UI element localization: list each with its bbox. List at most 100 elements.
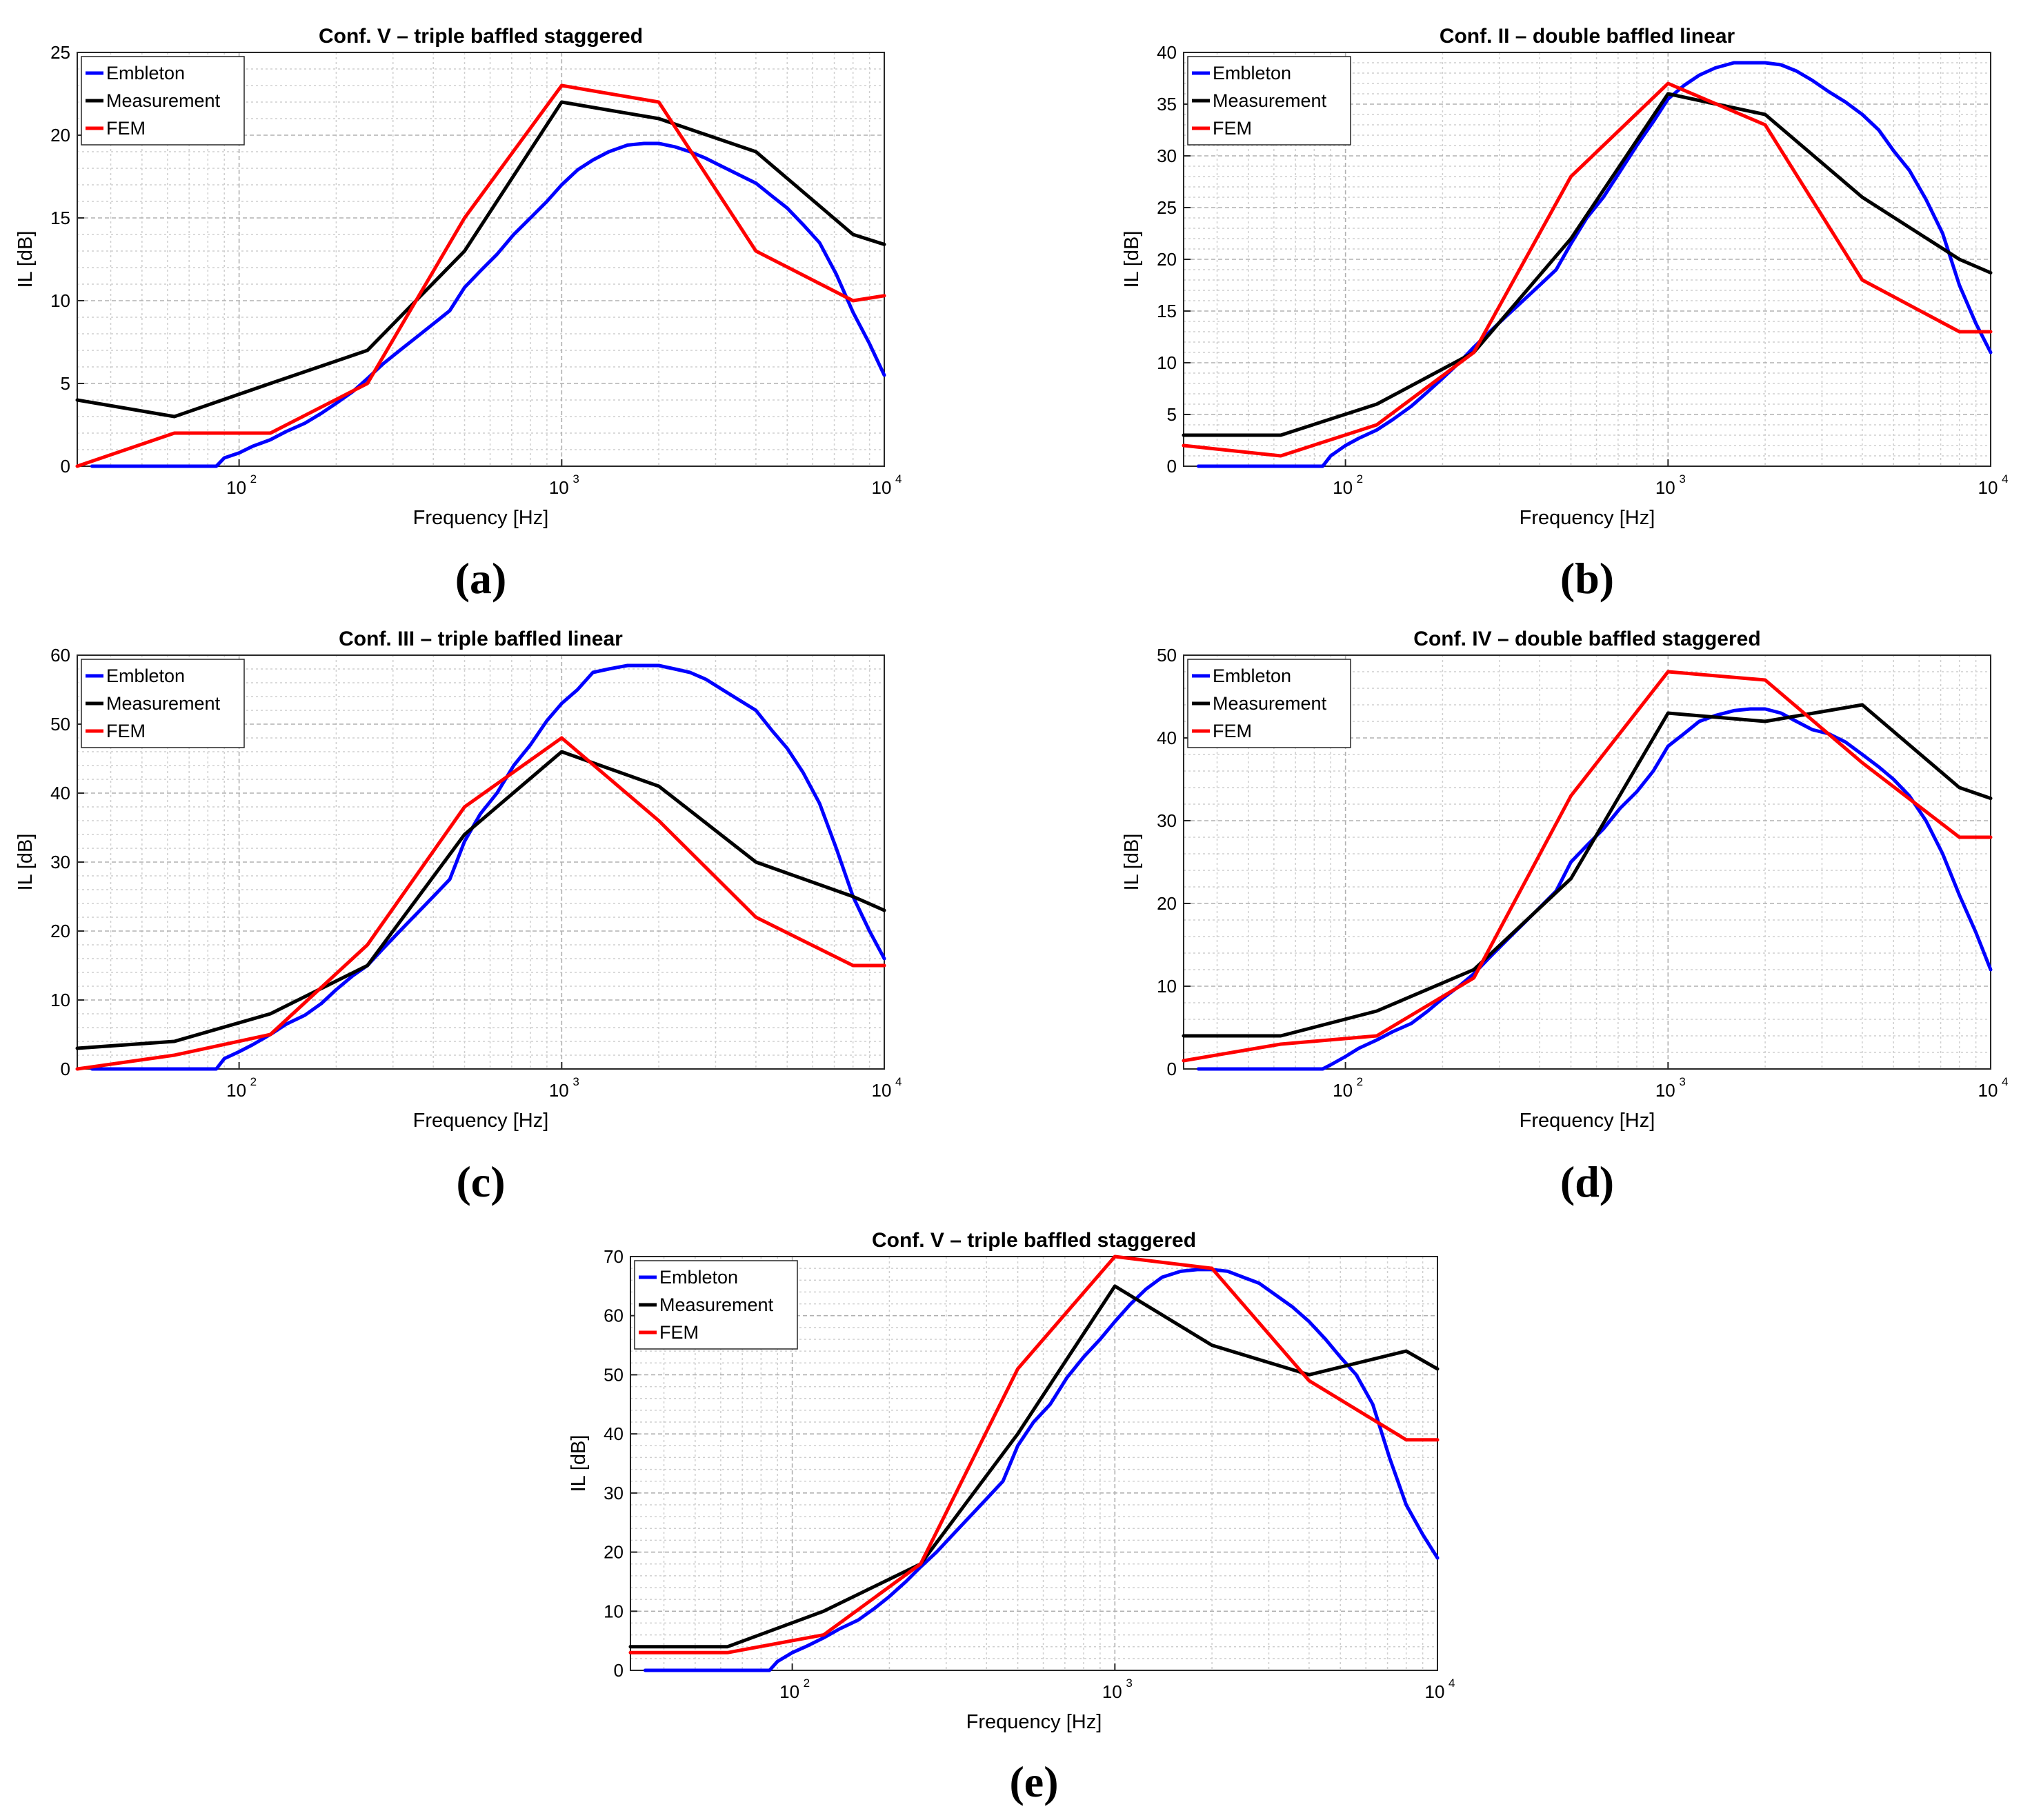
x-tick-exponent: 2 [1357, 1075, 1363, 1088]
x-tick-label: 10 [226, 1080, 246, 1101]
y-axis-label: IL [dB] [1121, 834, 1143, 891]
y-tick-label: 50 [604, 1364, 624, 1385]
legend-entry: Embleton [659, 1267, 738, 1288]
y-tick-label: 20 [604, 1542, 624, 1563]
legend-entry: Embleton [106, 666, 185, 686]
panel-label: (a) [455, 554, 507, 603]
legend-box [1187, 56, 1351, 146]
x-tick-label: 10 [1978, 1080, 1998, 1101]
legend-box [634, 1260, 798, 1350]
x-tick-label: 10 [549, 477, 569, 498]
x-tick-label: 10 [872, 1080, 892, 1101]
x-tick-label: 10 [1333, 477, 1353, 498]
x-tick-exponent: 3 [573, 472, 579, 486]
legend-entry: Measurement [106, 693, 221, 714]
y-tick-label: 30 [1157, 810, 1177, 831]
chart-title: Conf. II – double baffled linear [1440, 25, 1735, 48]
x-tick-exponent: 4 [2002, 472, 2008, 486]
x-tick-label: 10 [1978, 477, 1998, 498]
chart-panel-4: 0 10 20 30 40 50 10 2 10 3 10 4 Conf. IV – double ba… [1121, 628, 2008, 1206]
y-tick-label: 15 [50, 208, 70, 228]
y-tick-label: 30 [1157, 146, 1177, 166]
series-line-fem [75, 83, 886, 468]
series-line-fem [1182, 81, 1993, 458]
series-line-measurement [75, 750, 886, 1050]
legend-entry: Measurement [1213, 693, 1327, 714]
legend-entry: Measurement [1213, 90, 1327, 111]
y-tick-label: 10 [1157, 976, 1177, 997]
legend-entry: FEM [1213, 721, 1252, 741]
panel-label: (d) [1560, 1157, 1614, 1206]
series-line-embleton [90, 141, 886, 468]
x-tick-exponent: 3 [1126, 1677, 1132, 1690]
y-tick-label: 10 [50, 290, 70, 311]
legend-box [1187, 659, 1351, 748]
x-axis-label: Frequency [Hz] [966, 1711, 1102, 1733]
y-tick-label: 0 [1167, 1059, 1177, 1079]
y-tick-label: 50 [50, 714, 70, 734]
y-tick-label: 10 [50, 990, 70, 1010]
legend-entry: FEM [106, 721, 146, 741]
x-tick-label: 10 [1425, 1681, 1445, 1702]
x-tick-exponent: 3 [1679, 1075, 1685, 1088]
y-axis-label: IL [dB] [14, 834, 37, 891]
y-tick-label: 35 [1157, 94, 1177, 114]
axes-box [77, 52, 885, 467]
x-axis-label: Frequency [Hz] [413, 507, 549, 529]
y-tick-label: 40 [50, 783, 70, 803]
y-tick-label: 30 [604, 1483, 624, 1503]
x-tick-exponent: 2 [1357, 472, 1363, 486]
x-axis-label: Frequency [Hz] [1520, 1110, 1655, 1132]
legend-entry: Measurement [659, 1294, 774, 1315]
legend-box [81, 659, 245, 748]
x-tick-label: 10 [1655, 477, 1675, 498]
y-axis-label: IL [dB] [568, 1435, 590, 1492]
y-tick-label: 0 [614, 1660, 624, 1681]
y-tick-label: 20 [50, 125, 70, 146]
series-line-embleton [1196, 61, 1993, 468]
x-axis-label: Frequency [Hz] [1520, 507, 1655, 529]
x-tick-label: 10 [779, 1681, 799, 1702]
series-line-fem [1182, 670, 1993, 1063]
series-line-measurement [1182, 92, 1993, 437]
axes-box [630, 1256, 1438, 1671]
x-tick-label: 10 [872, 477, 892, 498]
y-tick-label: 20 [1157, 893, 1177, 914]
series-line-embleton [643, 1268, 1440, 1672]
x-tick-label: 10 [549, 1080, 569, 1101]
x-tick-exponent: 4 [895, 472, 902, 486]
legend-entry: FEM [1213, 118, 1252, 139]
y-tick-label: 0 [1167, 456, 1177, 477]
legend-entry: Embleton [106, 63, 185, 83]
y-tick-label: 0 [61, 456, 70, 477]
panel-label: (b) [1560, 554, 1614, 603]
panel-label: (e) [1009, 1757, 1058, 1806]
x-tick-exponent: 4 [2002, 1075, 2008, 1088]
x-tick-label: 10 [1655, 1080, 1675, 1101]
series-line-fem [75, 736, 886, 1071]
legend-entry: Measurement [106, 90, 221, 111]
x-tick-exponent: 2 [250, 472, 257, 486]
chart-title: Conf. IV – double baffled staggered [1413, 628, 1760, 650]
x-tick-exponent: 3 [573, 1075, 579, 1088]
y-tick-label: 15 [1157, 301, 1177, 321]
chart-panel-2: 0 5 10 15 20 25 30 35 40 10 2 10 3 10 4 Conf. II – doub… [1121, 25, 2008, 603]
y-tick-label: 5 [1167, 404, 1177, 425]
series-line-embleton [1196, 707, 1993, 1071]
x-tick-label: 10 [1333, 1080, 1353, 1101]
y-tick-label: 70 [604, 1246, 624, 1267]
y-tick-label: 10 [604, 1601, 624, 1621]
y-tick-label: 30 [50, 852, 70, 872]
x-tick-label: 10 [1102, 1681, 1122, 1702]
legend-entry: FEM [106, 118, 146, 139]
x-tick-exponent: 3 [1679, 472, 1685, 486]
chart-title: Conf. V – triple baffled staggered [872, 1229, 1196, 1252]
y-tick-label: 20 [50, 921, 70, 941]
y-tick-label: 5 [61, 373, 70, 394]
y-axis-label: IL [dB] [1121, 231, 1143, 288]
legend-entry: Embleton [1213, 63, 1291, 83]
